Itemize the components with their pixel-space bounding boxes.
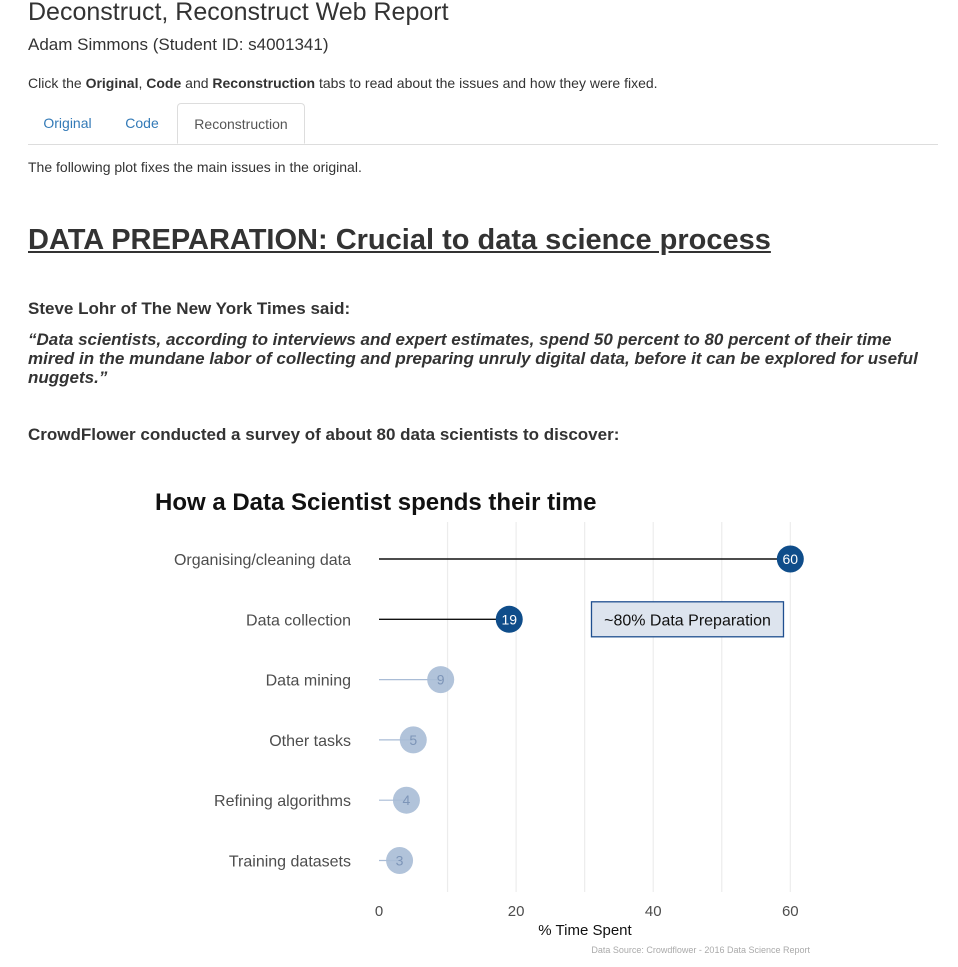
category-label: Refining algorithms: [214, 793, 351, 810]
x-tick-label: 40: [645, 903, 662, 920]
data-label: 9: [437, 672, 445, 688]
category-label: Organising/cleaning data: [174, 552, 351, 569]
data-label: 60: [783, 551, 799, 567]
quote-attribution: Steve Lohr of The New York Times said:: [28, 299, 351, 318]
data-point: [392, 786, 420, 814]
intro-prefix: Click the: [28, 75, 86, 91]
x-tick-label: 0: [375, 903, 383, 920]
category-label: Data collection: [246, 612, 351, 629]
page-title: Deconstruct, Reconstruct Web Report: [28, 0, 449, 26]
intro-text: Click the Original, Code and Reconstruct…: [28, 75, 658, 91]
section-heading: DATA PREPARATION: Crucial to data scienc…: [28, 224, 771, 256]
chart-caption: Data Source: Crowdflower - 2016 Data Sci…: [591, 945, 810, 955]
data-label: 5: [409, 732, 417, 748]
data-point: [386, 847, 414, 874]
chart-category-labels: Organising/cleaning data Data collection D…: [174, 552, 351, 871]
data-label: 3: [396, 853, 404, 869]
category-label: Other tasks: [269, 733, 351, 750]
intro-reconstruction: Reconstruction: [212, 75, 316, 91]
intro-original: Original: [85, 75, 139, 91]
author-line: Adam Simmons (Student ID: s4001341): [28, 35, 329, 54]
category-label: Training datasets: [229, 854, 351, 871]
annotation-box: [590, 601, 785, 638]
data-point: [399, 726, 427, 754]
tab-original[interactable]: Original: [43, 115, 92, 131]
intro-code: Code: [146, 75, 182, 91]
data-point: [776, 545, 804, 573]
tab-code[interactable]: Code: [125, 115, 159, 131]
chart-points: 60 19 9 5 4 3: [386, 545, 804, 874]
data-point: [495, 605, 523, 633]
x-axis-label: % Time Spent: [538, 922, 632, 939]
intro-suffix: tabs to read about the issues and how th…: [315, 75, 658, 91]
chart-annotation: ~80% Data Preparation: [590, 601, 785, 638]
x-tick-label: 20: [508, 903, 525, 920]
annotation-text: ~80% Data Preparation: [604, 612, 771, 629]
intro-sep2: and: [181, 75, 213, 91]
data-label: 4: [403, 792, 411, 808]
data-point: [427, 666, 455, 694]
category-label: Data mining: [266, 673, 351, 690]
chart-x-ticks: 0 20 40 60: [375, 903, 799, 920]
survey-intro: CrowdFlower conducted a survey of about …: [28, 425, 620, 444]
tab-bar: Original Code Reconstruction: [28, 103, 938, 145]
x-tick-label: 60: [782, 903, 799, 920]
chart-gridlines: [446, 522, 791, 892]
tab-reconstruction[interactable]: Reconstruction: [177, 103, 305, 144]
data-label: 19: [501, 611, 517, 627]
tab-lead-text: The following plot fixes the main issues…: [28, 159, 362, 175]
quote-text: “Data scientists, according to interview…: [28, 330, 918, 387]
intro-sep1: ,: [138, 75, 147, 91]
chart-title: How a Data Scientist spends their time: [155, 489, 596, 516]
